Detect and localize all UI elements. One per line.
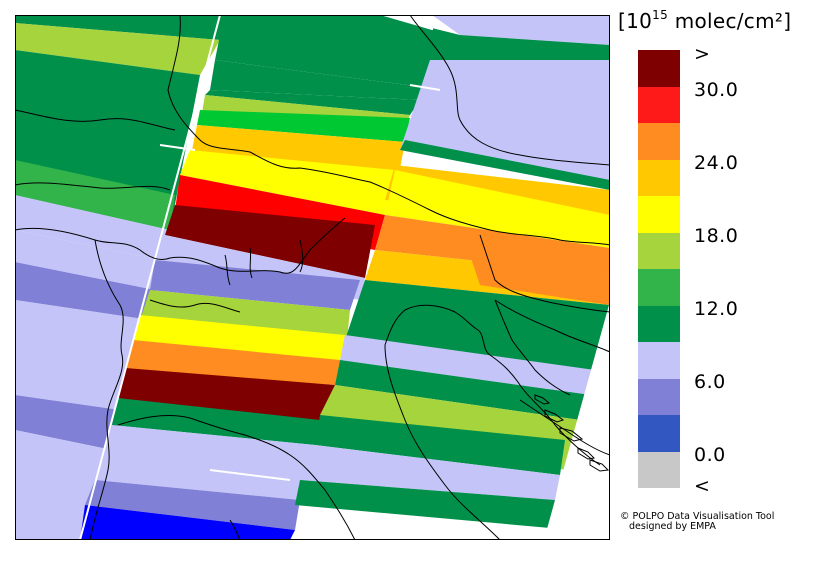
pixel-strip bbox=[300, 445, 560, 500]
legend-swatch bbox=[638, 378, 680, 415]
pixel-strip bbox=[375, 215, 610, 275]
credit-line-2: designed by EMPA bbox=[629, 521, 716, 532]
islands-dalmatia-1 bbox=[544, 409, 565, 423]
pixel-strip bbox=[340, 335, 595, 395]
legend-swatch bbox=[638, 269, 680, 306]
legend-swatch bbox=[638, 342, 680, 379]
pixel-strip bbox=[95, 425, 315, 500]
legend-swatch bbox=[638, 305, 680, 342]
coast-istria bbox=[494, 299, 571, 396]
legend-colorbar bbox=[638, 50, 680, 488]
pixel-strip bbox=[197, 110, 410, 142]
coast-dalmatia bbox=[519, 399, 610, 456]
coastlines-borders bbox=[15, 15, 610, 540]
coast-italy-east bbox=[384, 344, 501, 540]
pixel-strip bbox=[15, 195, 170, 260]
legend-swatch bbox=[638, 159, 680, 196]
legend-unit-suffix: molec/cm²] bbox=[668, 9, 792, 33]
lake-garda bbox=[299, 239, 304, 273]
legend-swatch bbox=[638, 232, 680, 269]
credit-text: © POLPO Data Visualisation Tool designed… bbox=[620, 512, 774, 532]
pixel-strip bbox=[112, 398, 320, 445]
credit-line-1: © POLPO Data Visualisation Tool bbox=[620, 511, 775, 522]
border-france-italy bbox=[89, 239, 124, 540]
pixel-strip bbox=[165, 205, 375, 278]
pixel-strip bbox=[432, 15, 610, 45]
islands-dalmatia-4 bbox=[589, 459, 610, 472]
legend-swatch bbox=[638, 86, 680, 123]
legend-tick-label: 12.0 bbox=[694, 298, 739, 320]
pixel-strip bbox=[385, 170, 610, 248]
legend-swatch bbox=[638, 196, 680, 233]
legend-tick-label: 24.0 bbox=[694, 152, 739, 174]
pixel-strip bbox=[205, 90, 420, 115]
map-svg bbox=[15, 15, 610, 540]
legend-swatch bbox=[638, 123, 680, 160]
pixel-strip bbox=[335, 360, 590, 420]
border-po-region bbox=[149, 299, 241, 313]
lake-maggiore bbox=[224, 254, 231, 286]
pixel-strip bbox=[180, 150, 395, 215]
islands-dalmatia-5 bbox=[534, 394, 551, 405]
pixel-strip bbox=[150, 260, 360, 310]
swath-middle bbox=[80, 15, 610, 540]
pixel-strip bbox=[15, 395, 120, 450]
border-germany bbox=[15, 109, 176, 131]
legend-tick-label: 0.0 bbox=[694, 444, 726, 466]
pixel-strip bbox=[210, 60, 430, 100]
legend-tick-label: 30.0 bbox=[694, 79, 739, 101]
islands-dalmatia-2 bbox=[559, 427, 584, 442]
pixel-strip bbox=[295, 480, 555, 528]
pixel-strip bbox=[15, 300, 150, 410]
legend-swatch bbox=[638, 415, 680, 452]
pixel-strip bbox=[80, 505, 295, 540]
border-north-alps bbox=[167, 15, 610, 246]
lake-como bbox=[249, 247, 253, 279]
border-croatia bbox=[494, 299, 610, 353]
corsica bbox=[229, 519, 241, 540]
no-data-region bbox=[545, 305, 610, 540]
pixel-strip bbox=[15, 160, 175, 230]
legend-tick-label: 18.0 bbox=[694, 225, 739, 247]
border-switzerland-north bbox=[15, 182, 171, 191]
legend-tick-label: < bbox=[694, 475, 711, 497]
pixel-strip bbox=[470, 255, 610, 305]
map-panel[interactable] bbox=[15, 15, 610, 540]
islands-dalmatia-3 bbox=[577, 447, 596, 460]
pixel-strip bbox=[85, 480, 300, 530]
legend-unit-prefix: [10 bbox=[618, 9, 653, 33]
border-austria bbox=[409, 15, 610, 166]
pixel-strip bbox=[400, 140, 610, 190]
pixel-strip bbox=[15, 15, 220, 40]
border-slovenia bbox=[479, 234, 610, 313]
legend-unit-exponent: 15 bbox=[652, 8, 669, 22]
pixel-strip bbox=[15, 230, 160, 290]
legend-title: [1015 molec/cm²] bbox=[618, 8, 791, 33]
legend-swatch bbox=[638, 451, 680, 488]
pixel-strip bbox=[15, 23, 220, 75]
legend-tick-label: > bbox=[694, 43, 711, 65]
coast-ligurian bbox=[117, 415, 356, 540]
legend-tick-label: 6.0 bbox=[694, 371, 726, 393]
pixel-strip bbox=[315, 415, 565, 475]
swath-right bbox=[295, 60, 610, 528]
legend-swatch bbox=[638, 50, 680, 87]
